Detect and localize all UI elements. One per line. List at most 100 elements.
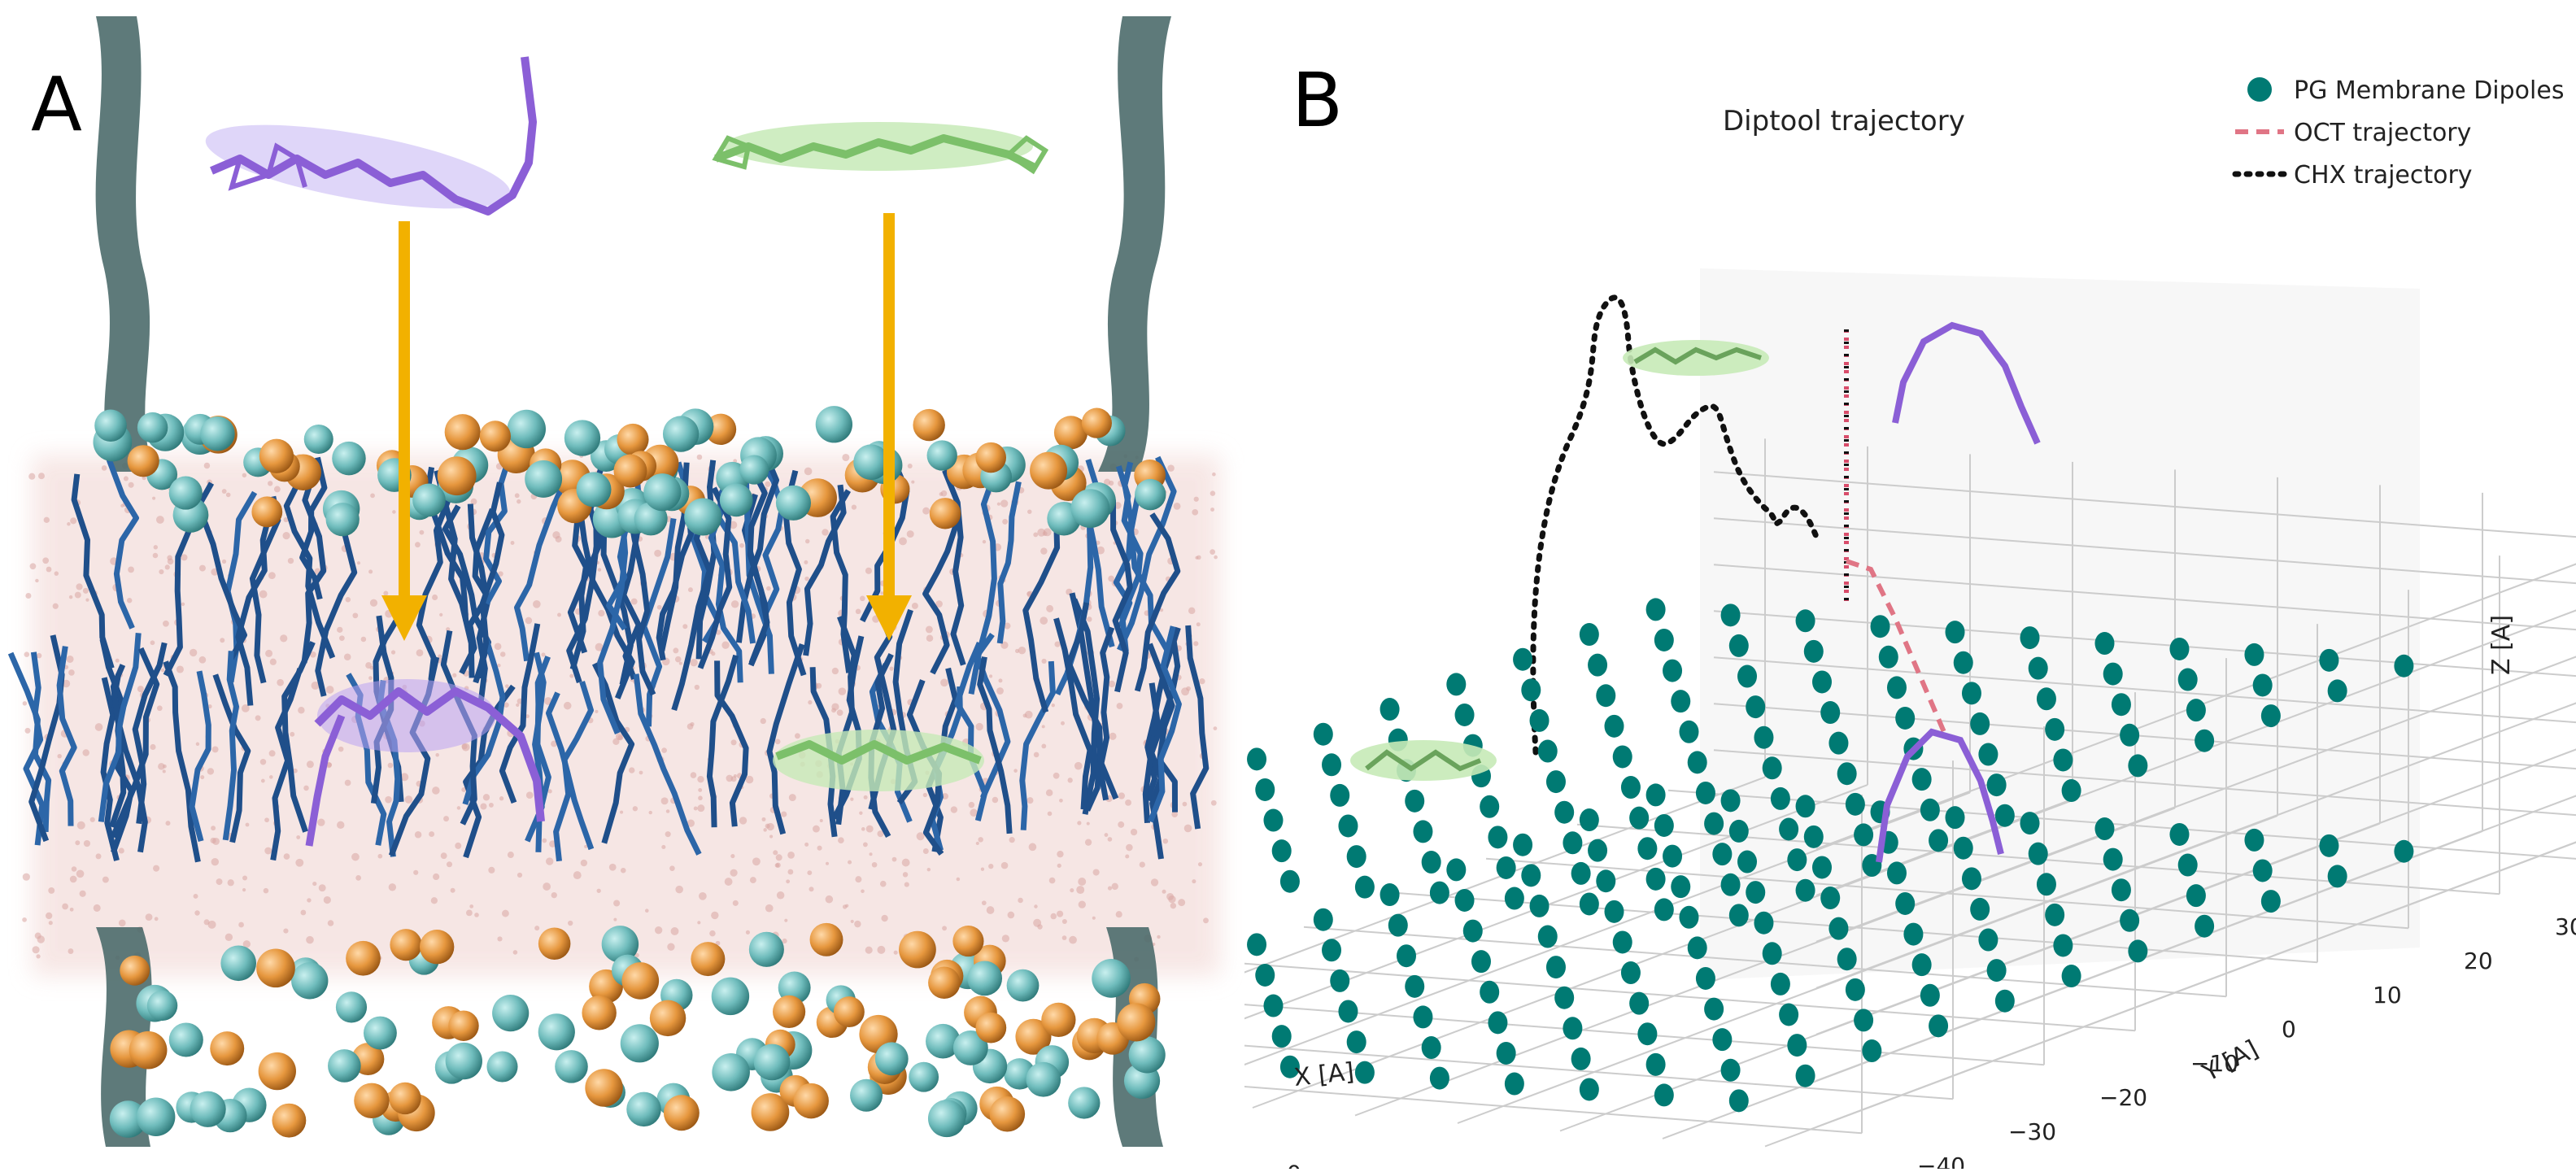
tail-particle [1170, 903, 1177, 909]
lipid-stick [100, 677, 120, 861]
head-sphere-teal [303, 424, 333, 454]
tail-particle [766, 586, 771, 591]
dipole-dot [1330, 783, 1350, 807]
dipole-dot [1413, 820, 1433, 843]
tail-particle [306, 760, 314, 769]
tail-particle [865, 567, 873, 574]
tail-particle [259, 759, 267, 765]
dipole-dot [1571, 861, 1591, 885]
dipole-dot [1637, 837, 1658, 860]
tail-particle [669, 865, 675, 871]
tail-particle [1096, 546, 1105, 555]
tail-particle [1183, 824, 1192, 833]
tail-particle [826, 861, 830, 865]
dipole-dot [1720, 789, 1741, 813]
dipole-dot [1895, 891, 1916, 915]
dipole-dot [1271, 1025, 1292, 1048]
lipid-stick [695, 460, 717, 660]
head-sphere-teal [927, 1100, 965, 1138]
tail-particle [207, 920, 216, 929]
tail-particle [1193, 496, 1199, 502]
tail-particle [729, 521, 738, 529]
tail-particle [488, 802, 494, 808]
tail-particle [865, 946, 873, 954]
tail-particle [283, 928, 289, 934]
dipole-dot [1654, 813, 1674, 837]
tail-particle [697, 921, 701, 925]
tail-particle [1173, 502, 1181, 510]
dipole-dot [1795, 1064, 1815, 1087]
tail-particle [745, 930, 750, 935]
tail-particle [911, 602, 918, 609]
tail-particle [546, 857, 554, 865]
tail-particle [696, 454, 703, 460]
tail-particle [639, 770, 643, 775]
tail-particle [1061, 919, 1067, 925]
tail-particle [1092, 869, 1100, 876]
tail-particle [970, 808, 978, 817]
head-sphere-teal [775, 485, 811, 521]
tail-particle [781, 811, 787, 817]
tail-particle [1057, 910, 1064, 917]
tail-particle [855, 876, 862, 883]
dipole-dot [1803, 825, 1824, 848]
dipole-dot [1480, 980, 1500, 1004]
dipole-dot [1994, 804, 2015, 827]
dipole-dot [1720, 603, 1741, 627]
dipole-dot [2186, 884, 2206, 908]
back-grid-line [1713, 471, 2576, 538]
dipole-dot [2028, 656, 2048, 680]
tail-particle [93, 904, 101, 912]
tail-particle [356, 561, 361, 565]
tail-particle [644, 908, 649, 913]
lipid-stick [212, 673, 251, 843]
tail-particle [786, 879, 791, 884]
dipole-dot [1920, 798, 1940, 821]
tail-particle [221, 489, 227, 494]
tail-particle [388, 883, 397, 891]
back-grid-line [1713, 703, 2576, 770]
tail-particle [69, 875, 77, 883]
dipole-dot [1779, 1003, 1799, 1026]
dipole-dot [1338, 814, 1358, 838]
tail-particle [194, 910, 200, 916]
dipole-dot [1911, 768, 1932, 791]
tail-particle [968, 801, 975, 808]
y-tick-label: 0 [2282, 1016, 2296, 1043]
tail-particle [365, 662, 373, 669]
head-sphere-orange [479, 420, 511, 452]
dipole-dot [2111, 878, 2131, 902]
tail-particle [352, 612, 359, 619]
lipid-stick [222, 651, 239, 841]
dipole-dot [1929, 1014, 1949, 1038]
dipole-dot [2045, 717, 2065, 741]
dipole-dot [1513, 647, 1533, 671]
tail-particle [207, 768, 215, 775]
tail-particle [203, 462, 211, 469]
tail-particle [432, 786, 440, 795]
tail-particle [264, 817, 269, 823]
tail-particle [277, 678, 284, 686]
dipole-dot [1812, 856, 1832, 879]
tail-particle [1040, 616, 1048, 625]
dipole-dot [2252, 859, 2273, 882]
legend-dipole-label: PG Membrane Dipoles [2294, 76, 2564, 105]
tail-particle [1087, 616, 1092, 622]
tail-particle [980, 867, 985, 871]
tail-particle [1002, 518, 1009, 525]
tail-particle [690, 658, 698, 667]
dipole-dot [1604, 714, 1624, 738]
tail-particle [1048, 877, 1056, 884]
tail-particle [22, 701, 28, 706]
tail-particle [307, 898, 312, 903]
tail-particle [268, 750, 276, 757]
dipole-dot [1454, 703, 1475, 726]
dipole-dot [1787, 848, 1807, 872]
tail-particle [494, 643, 502, 651]
tail-particle [1166, 892, 1175, 900]
head-sphere-teal [445, 1042, 482, 1080]
tail-particle [150, 640, 155, 646]
head-sphere-teal [291, 962, 329, 1000]
head-sphere-orange [772, 995, 806, 1028]
tail-particle [667, 943, 675, 951]
